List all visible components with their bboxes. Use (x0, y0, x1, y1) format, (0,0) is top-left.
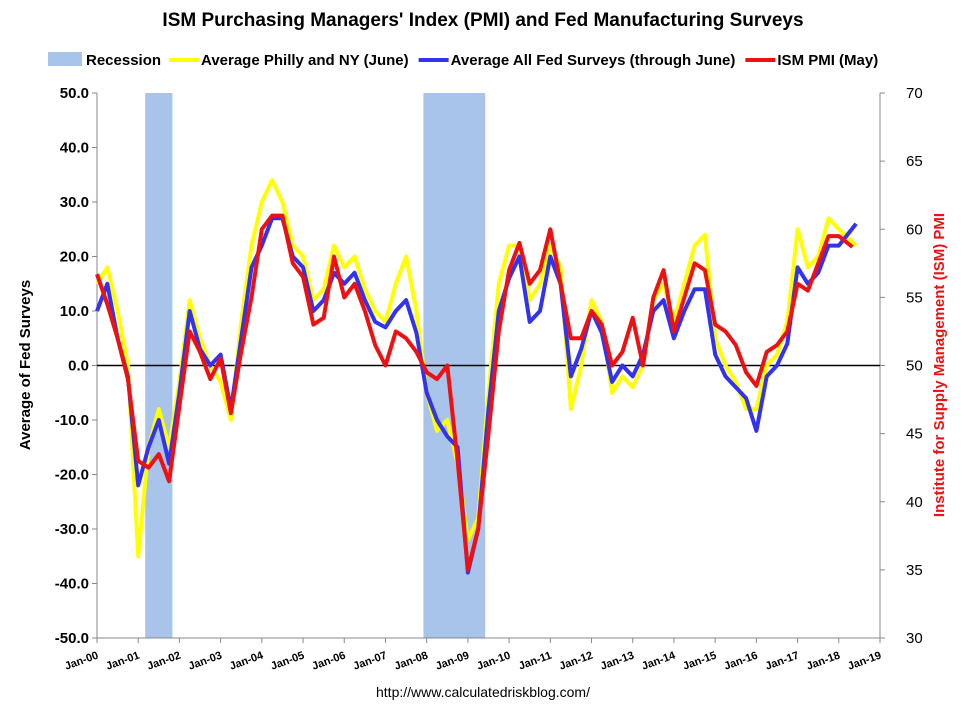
x-tick-label: Jan-05 (269, 650, 306, 673)
y2-tick-label: 70 (906, 85, 923, 102)
y2-tick-label: 50 (906, 358, 923, 375)
legend-label: Average Philly and NY (June) (201, 52, 409, 69)
x-tick-label: Jan-01 (104, 650, 141, 673)
y2-tick-label: 55 (906, 289, 923, 306)
x-tick-label: Jan-10 (475, 650, 512, 673)
x-tick-label: Jan-02 (146, 650, 183, 673)
y2-tick-label: 65 (906, 153, 923, 170)
y-tick-label: -20.0 (55, 467, 89, 484)
x-tick-label: Jan-07 (352, 650, 389, 673)
x-tick-label: Jan-17 (764, 650, 801, 673)
x-tick-label: Jan-19 (846, 650, 883, 673)
y-tick-label: 30.0 (60, 194, 89, 211)
y-tick-label: 40.0 (60, 140, 89, 157)
y2-tick-label: 35 (906, 562, 923, 579)
x-tick-label: Jan-16 (723, 650, 760, 673)
y-tick-label: 20.0 (60, 249, 89, 266)
y2-axis-label: Institute for Supply Management (ISM) PM… (931, 213, 948, 517)
y2-tick-label: 45 (906, 426, 923, 443)
y-axis-label: Average of Fed Surveys (17, 280, 34, 450)
x-tick-label: Jan-04 (228, 649, 266, 672)
x-tick-label: Jan-08 (393, 650, 430, 673)
y-tick-label: -10.0 (55, 412, 89, 429)
x-tick-label: Jan-15 (681, 650, 718, 673)
x-tick-label: Jan-06 (310, 650, 347, 673)
series-line (95, 178, 858, 559)
x-tick-label: Jan-12 (558, 650, 595, 673)
y-tick-label: 50.0 (60, 85, 89, 102)
x-tick-label: Jan-18 (805, 650, 842, 673)
legend-label: Recession (86, 52, 161, 69)
x-tick-label: Jan-14 (640, 649, 678, 672)
y-tick-label: -50.0 (55, 630, 89, 647)
y-tick-label: 10.0 (60, 303, 89, 320)
legend-label: ISM PMI (May) (777, 52, 878, 69)
legend-label: Average All Fed Surveys (through June) (451, 52, 736, 69)
y2-tick-label: 40 (906, 494, 923, 511)
source: http://www.calculatedriskblog.com/ (376, 684, 590, 700)
y-tick-label: -30.0 (55, 521, 89, 538)
y-tick-label: -40.0 (55, 576, 89, 593)
x-tick-label: Jan-00 (63, 650, 100, 673)
x-tick-label: Jan-03 (187, 650, 224, 673)
x-tick-label: Jan-11 (517, 650, 553, 673)
y2-tick-label: 30 (906, 630, 923, 647)
chart-title: ISM Purchasing Managers' Index (PMI) and… (162, 10, 803, 31)
series-line (95, 213, 854, 572)
x-tick-label: Jan-09 (434, 650, 471, 673)
y-tick-label: 0.0 (68, 358, 89, 375)
legend-swatch (48, 52, 82, 66)
y2-tick-label: 60 (906, 221, 923, 238)
x-tick-label: Jan-13 (599, 650, 636, 673)
